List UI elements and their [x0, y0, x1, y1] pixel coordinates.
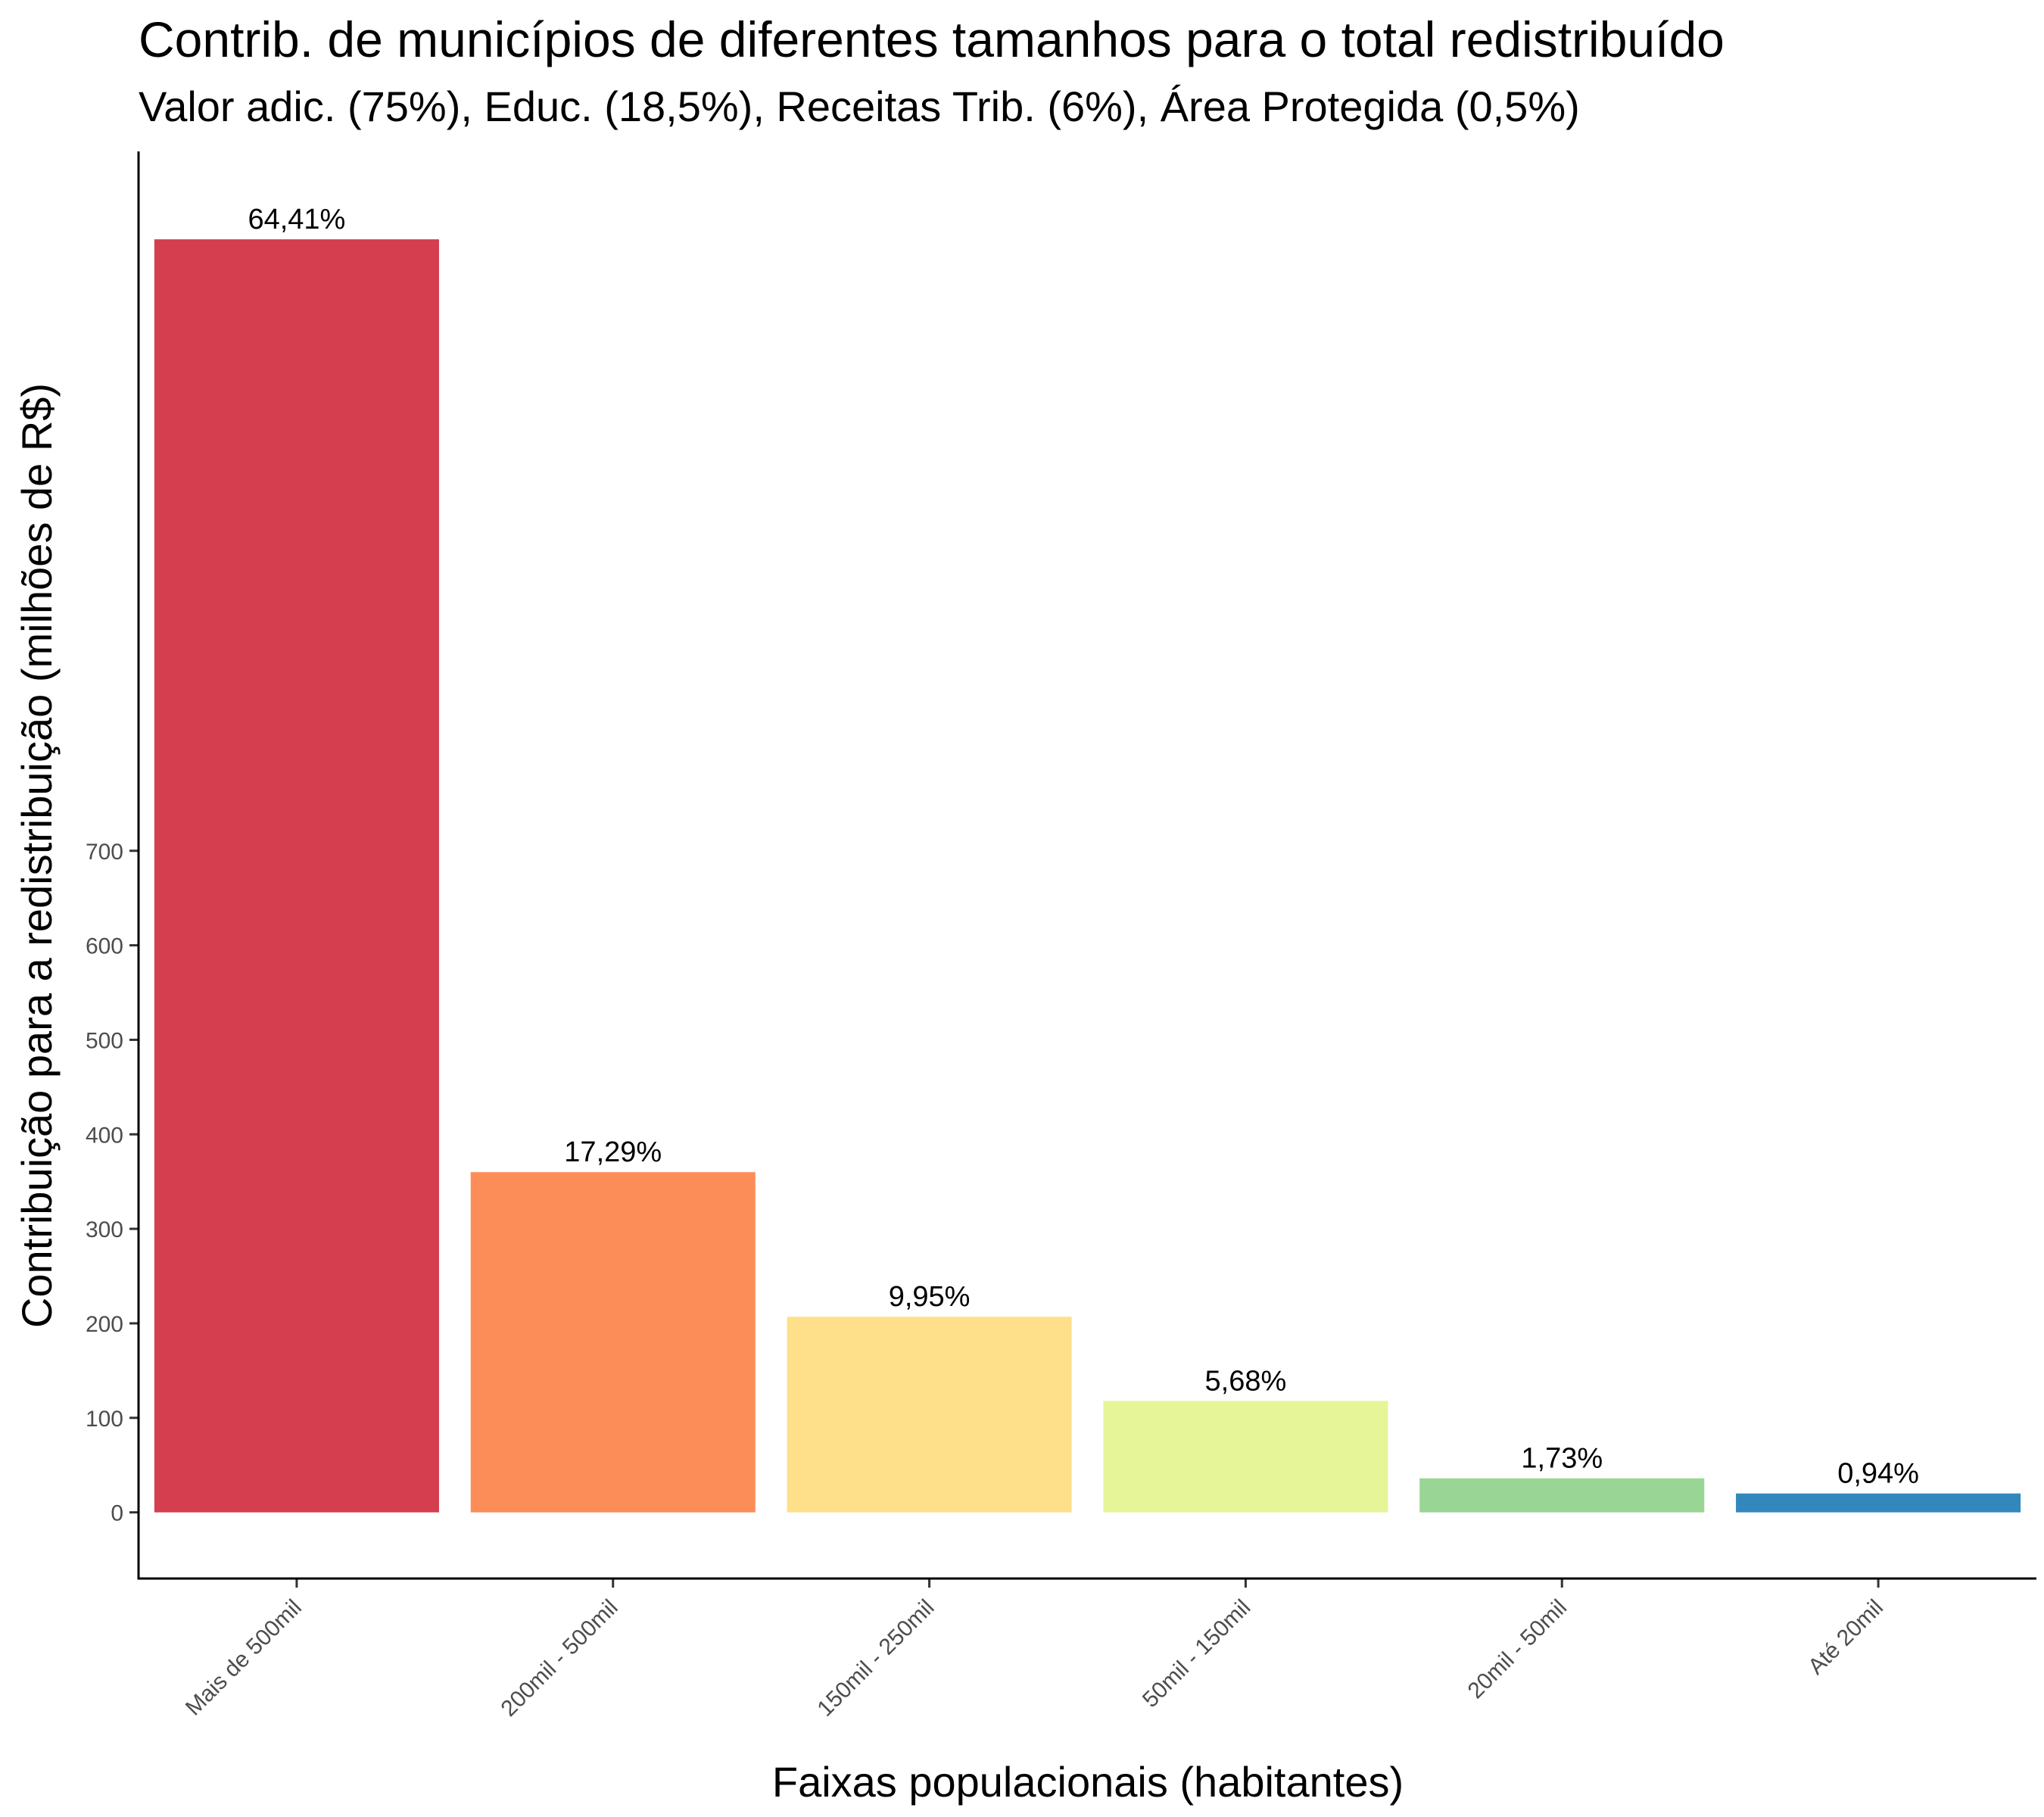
x-tick-label-1: Mais de 500mil	[181, 1595, 307, 1721]
x-tick-label-3: 150mil - 250mil	[812, 1595, 939, 1722]
bar-5	[1419, 1478, 1705, 1513]
x-tick-label-5: 20mil - 50mil	[1463, 1595, 1572, 1704]
x-axis-title: Faixas populacionais (habitantes)	[772, 1758, 1404, 1806]
data-label-5: 1,73%	[1521, 1443, 1603, 1475]
bar-6	[1736, 1493, 2021, 1513]
data-label-1: 64,41%	[248, 204, 345, 235]
y-tick-label-400: 400	[86, 1123, 123, 1148]
data-label-6: 0,94%	[1837, 1458, 1919, 1490]
data-label-2: 17,29%	[564, 1136, 662, 1168]
y-tick-label-600: 600	[86, 934, 123, 959]
y-tick-label-500: 500	[86, 1028, 123, 1053]
bar-1	[154, 239, 439, 1513]
bar-2	[470, 1172, 756, 1513]
bar-3	[787, 1317, 1072, 1513]
y-tick-label-200: 200	[86, 1312, 123, 1337]
y-tick-label-300: 300	[86, 1217, 123, 1242]
chart-title: Contrib. de municípios de diferentes tam…	[139, 11, 1725, 67]
x-tick-label-4: 50mil - 150mil	[1138, 1595, 1255, 1713]
y-tick-label-700: 700	[86, 840, 123, 865]
plot-area: 64,41% Mais de 500mil 17,29% 200mil - 500mi…	[86, 151, 2036, 1722]
data-label-4: 5,68%	[1205, 1365, 1287, 1397]
y-tick-label-100: 100	[86, 1407, 123, 1432]
chart-subtitle: Valor adic. (75%), Educ. (18,5%), Receit…	[139, 83, 1580, 130]
x-tick-label-2: 200mil - 500mil	[497, 1595, 623, 1722]
bar-4	[1103, 1401, 1388, 1513]
y-axis-title: Contribuição para a redistribuição (milh…	[13, 383, 61, 1328]
y-tick-label-0: 0	[111, 1501, 123, 1526]
x-tick-label-6: Até 20mil	[1803, 1595, 1888, 1680]
data-label-3: 9,95%	[889, 1281, 971, 1313]
